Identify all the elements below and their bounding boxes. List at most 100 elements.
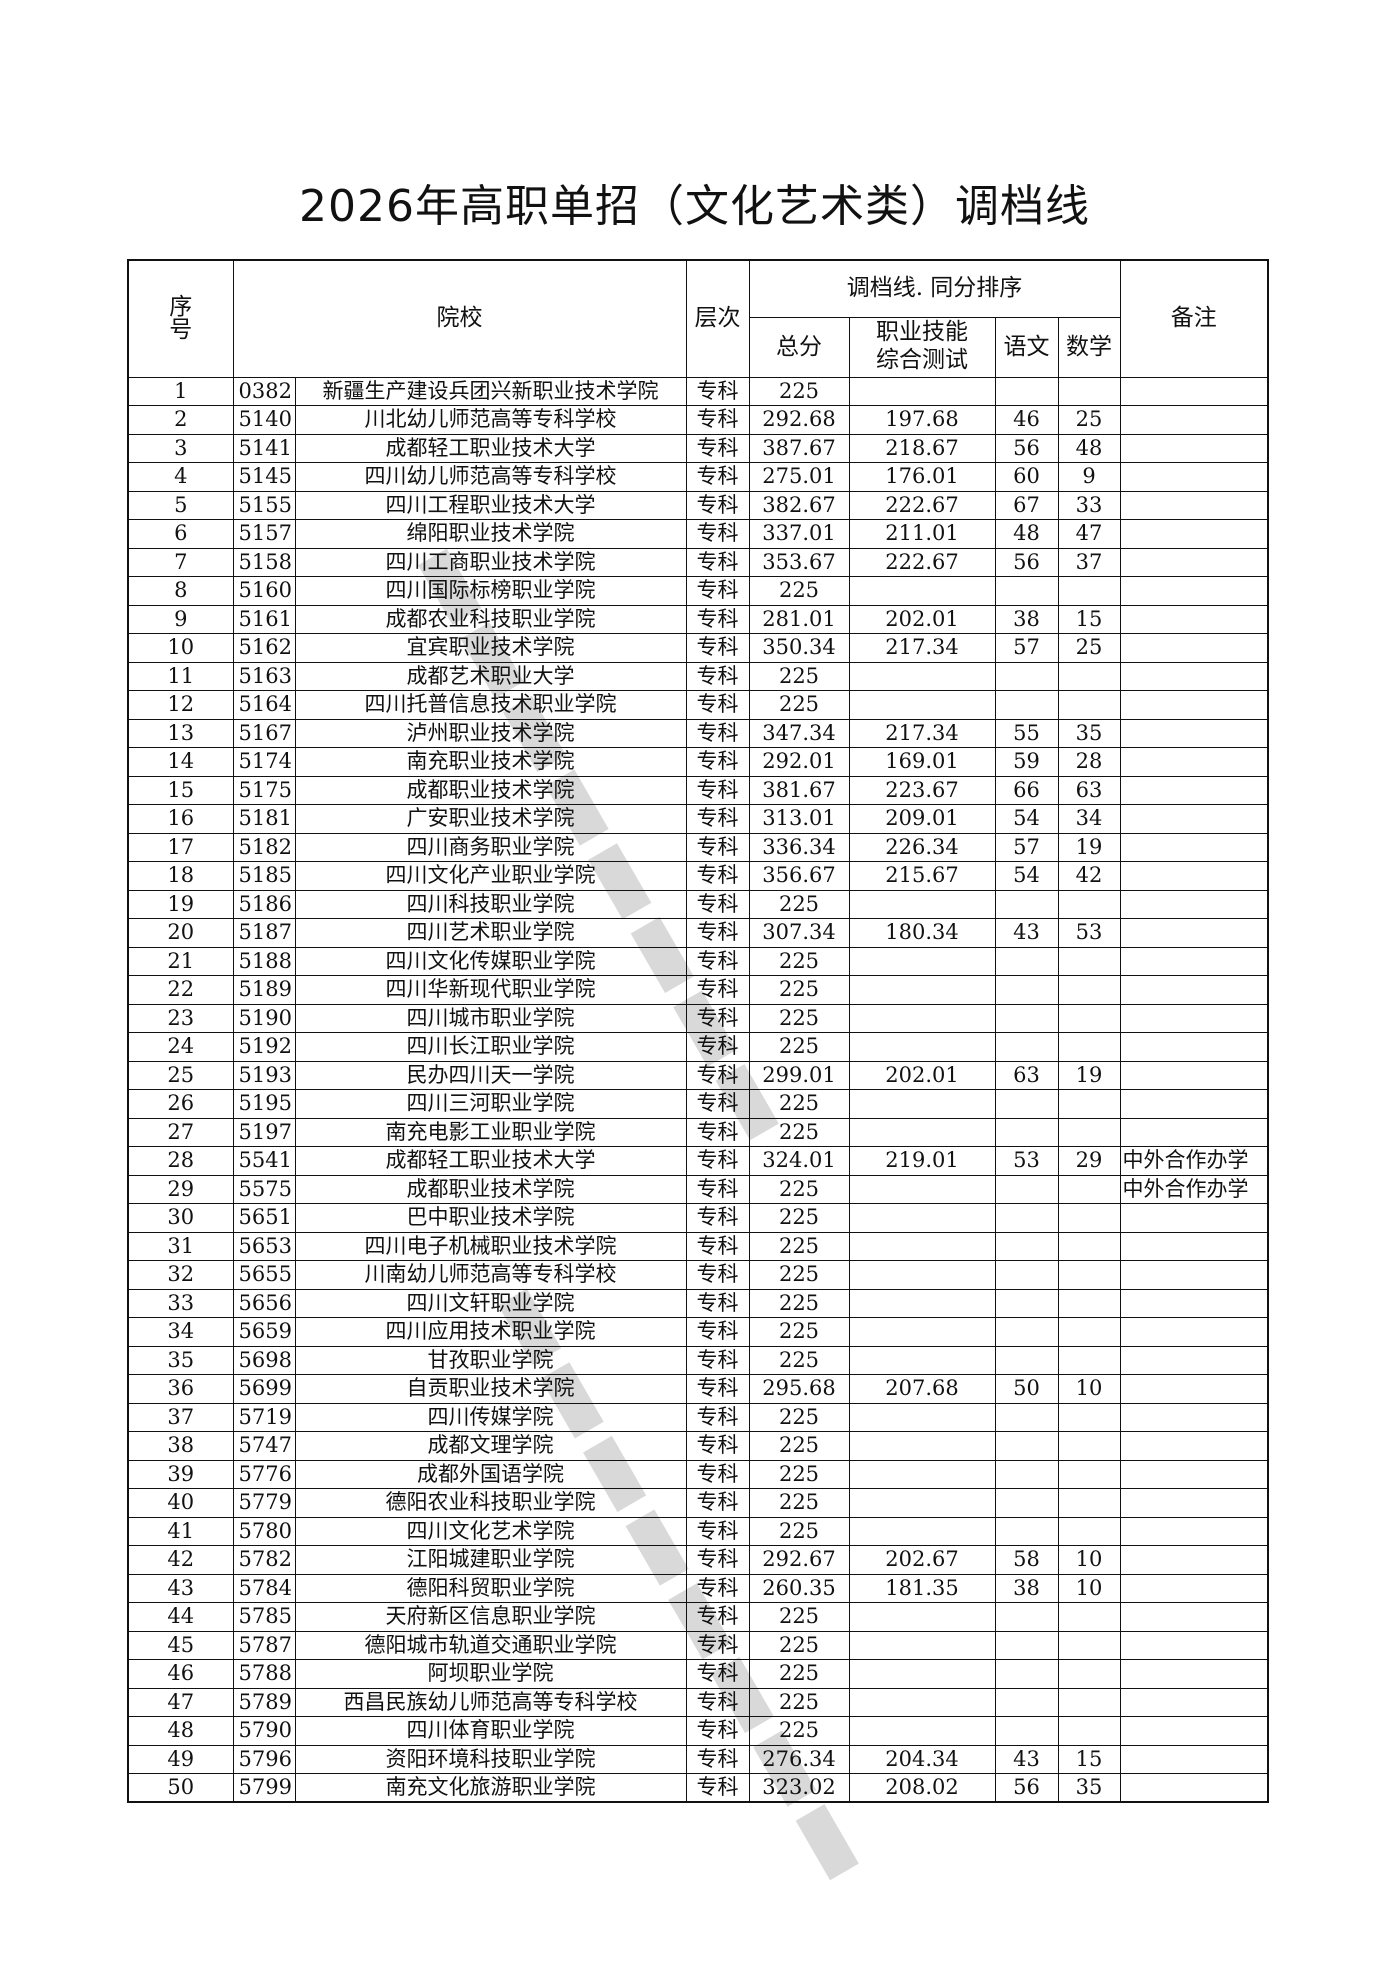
skill-score: [848, 1488, 996, 1518]
math-score: [1057, 889, 1121, 919]
skill-score: 222.67: [848, 547, 996, 577]
row-no: 46: [127, 1659, 234, 1689]
skill-score: [848, 1602, 996, 1632]
level: 专科: [685, 576, 750, 606]
row-no: 7: [127, 547, 234, 577]
total-score: 387.67: [748, 433, 850, 463]
chinese-score: [994, 1231, 1059, 1261]
skill-score: 208.02: [848, 1773, 996, 1803]
row-no: 44: [127, 1602, 234, 1632]
total-score: 225: [748, 1630, 850, 1660]
skill-score: [848, 1203, 996, 1233]
table-row: 40 5779 德阳农业科技职业学院 专科 225: [127, 1488, 1269, 1518]
chinese-score: [994, 1003, 1059, 1033]
level: 专科: [685, 1744, 750, 1774]
header-group: 调档线. 同分排序: [748, 259, 1121, 318]
level: 专科: [685, 1659, 750, 1689]
school-name: 德阳农业科技职业学院: [294, 1488, 687, 1518]
note: [1119, 1260, 1269, 1290]
note: [1119, 661, 1269, 691]
page-title: 2026年高职单招（文化艺术类）调档线: [299, 181, 1090, 232]
table-row: 41 5780 四川文化艺术学院 专科 225: [127, 1516, 1269, 1546]
note: [1119, 1317, 1269, 1347]
note: [1119, 1032, 1269, 1062]
chinese-score: 56: [994, 547, 1059, 577]
chinese-score: [994, 661, 1059, 691]
skill-score: [848, 1659, 996, 1689]
skill-score: 215.67: [848, 861, 996, 891]
skill-score: 209.01: [848, 804, 996, 834]
row-no: 8: [127, 576, 234, 606]
school-name: 四川城市职业学院: [294, 1003, 687, 1033]
level: 专科: [685, 1260, 750, 1290]
row-no: 2: [127, 405, 234, 435]
row-no: 39: [127, 1459, 234, 1489]
skill-score: [848, 1402, 996, 1432]
school-code: 5779: [232, 1488, 296, 1518]
school-name: 宜宾职业技术学院: [294, 633, 687, 663]
skill-score: [848, 1459, 996, 1489]
level: 专科: [685, 1032, 750, 1062]
row-no: 38: [127, 1431, 234, 1461]
skill-score: [848, 1687, 996, 1717]
math-score: 47: [1057, 519, 1121, 549]
note: [1119, 1602, 1269, 1632]
note: [1119, 1003, 1269, 1033]
level: 专科: [685, 1203, 750, 1233]
school-code: 5575: [232, 1174, 296, 1204]
school-code: 5141: [232, 433, 296, 463]
note: [1119, 1659, 1269, 1689]
total-score: 313.01: [748, 804, 850, 834]
level: 专科: [685, 1545, 750, 1575]
skill-score: [848, 576, 996, 606]
row-no: 15: [127, 775, 234, 805]
table-row: 9 5161 成都农业科技职业学院 专科 281.01 202.01 38 15: [127, 604, 1269, 634]
level: 专科: [685, 718, 750, 748]
skill-score: [848, 1003, 996, 1033]
school-code: 5157: [232, 519, 296, 549]
skill-score: 226.34: [848, 832, 996, 862]
chinese-score: [994, 889, 1059, 919]
school-code: 5782: [232, 1545, 296, 1575]
school-name: 四川工商职业技术学院: [294, 547, 687, 577]
school-name: 四川文化产业职业学院: [294, 861, 687, 891]
total-score: 225: [748, 1288, 850, 1318]
math-score: 37: [1057, 547, 1121, 577]
chinese-score: [994, 1174, 1059, 1204]
school-code: 5776: [232, 1459, 296, 1489]
level: 专科: [685, 747, 750, 777]
table-row: 11 5163 成都艺术职业大学 专科 225: [127, 661, 1269, 691]
math-score: [1057, 1117, 1121, 1147]
total-score: 382.67: [748, 490, 850, 520]
school-name: 四川幼儿师范高等专科学校: [294, 462, 687, 492]
note: [1119, 1288, 1269, 1318]
table-row: 30 5651 巴中职业技术学院 专科 225: [127, 1203, 1269, 1233]
math-score: 25: [1057, 633, 1121, 663]
total-score: 323.02: [748, 1773, 850, 1803]
chinese-score: [994, 1431, 1059, 1461]
table-row: 14 5174 南充职业技术学院 专科 292.01 169.01 59 28: [127, 747, 1269, 777]
chinese-score: [994, 1345, 1059, 1375]
school-code: 5182: [232, 832, 296, 862]
chinese-score: 50: [994, 1374, 1059, 1404]
school-name: 德阳科贸职业学院: [294, 1573, 687, 1603]
row-no: 4: [127, 462, 234, 492]
row-no: 28: [127, 1146, 234, 1176]
table-row: 47 5789 西昌民族幼儿师范高等专科学校 专科 225: [127, 1687, 1269, 1717]
header-chinese: 语文: [994, 316, 1059, 378]
total-score: 225: [748, 690, 850, 720]
chinese-score: [994, 1630, 1059, 1660]
note: [1119, 1516, 1269, 1546]
total-score: 292.68: [748, 405, 850, 435]
row-no: 49: [127, 1744, 234, 1774]
chinese-score: 56: [994, 433, 1059, 463]
table-row: 6 5157 绵阳职业技术学院 专科 337.01 211.01 48 47: [127, 519, 1269, 549]
school-code: 5780: [232, 1516, 296, 1546]
chinese-score: [994, 1687, 1059, 1717]
note: [1119, 1345, 1269, 1375]
chinese-score: [994, 1716, 1059, 1746]
math-score: [1057, 1402, 1121, 1432]
level: 专科: [685, 690, 750, 720]
note: [1119, 1402, 1269, 1432]
school-code: 5189: [232, 975, 296, 1005]
